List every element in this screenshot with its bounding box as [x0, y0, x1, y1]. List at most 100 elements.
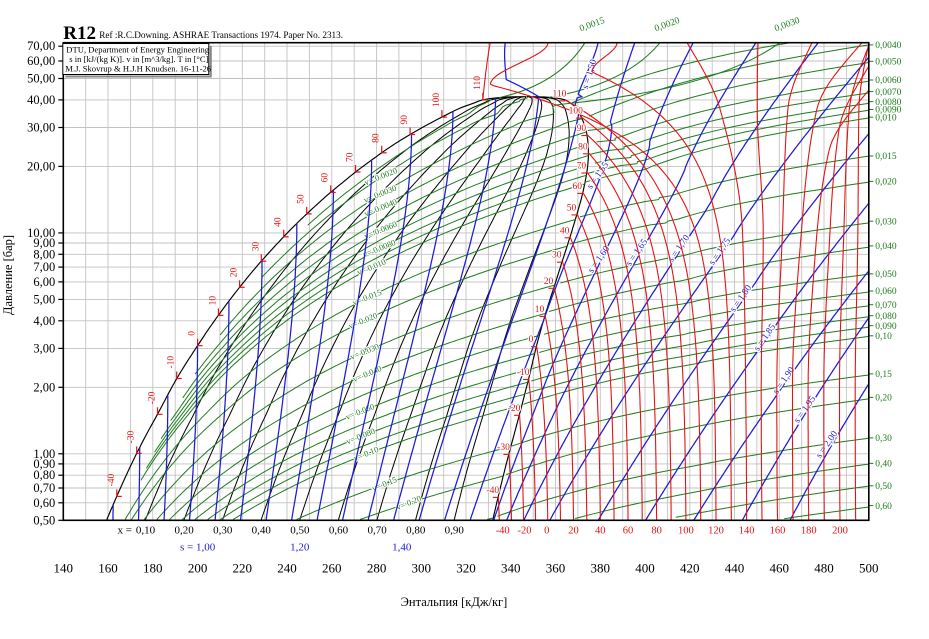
svg-text:0,0050: 0,0050: [875, 58, 901, 68]
svg-text:0,50: 0,50: [33, 513, 55, 527]
svg-text:0,60: 0,60: [33, 496, 55, 510]
svg-text:-30: -30: [497, 443, 510, 453]
svg-text:-30: -30: [127, 430, 137, 443]
svg-text:10: 10: [535, 305, 545, 315]
svg-text:20: 20: [230, 268, 240, 278]
svg-text:460: 460: [770, 561, 790, 576]
svg-text:100: 100: [569, 107, 584, 117]
svg-text:0,40: 0,40: [875, 460, 892, 470]
svg-text:-20: -20: [148, 391, 158, 404]
svg-text:0,70: 0,70: [367, 525, 387, 537]
svg-text:-40: -40: [496, 526, 510, 537]
svg-text:140: 140: [54, 561, 74, 576]
svg-text:0,090: 0,090: [875, 322, 897, 332]
svg-text:160: 160: [770, 526, 786, 537]
svg-text:300: 300: [412, 561, 432, 576]
svg-text:0,40: 0,40: [252, 525, 272, 537]
svg-text:0,0060: 0,0060: [875, 76, 901, 86]
svg-text:60,00: 60,00: [27, 54, 55, 68]
svg-text:0,20: 0,20: [174, 525, 194, 537]
svg-text:180: 180: [801, 526, 817, 537]
svg-text:0,80: 0,80: [406, 525, 426, 537]
svg-text:5,00: 5,00: [33, 292, 55, 306]
svg-text:8,00: 8,00: [33, 247, 55, 261]
svg-text:110: 110: [552, 89, 566, 99]
svg-text:40: 40: [560, 226, 570, 236]
svg-text:60: 60: [623, 526, 634, 537]
svg-text:-40: -40: [486, 486, 499, 496]
svg-text:200: 200: [832, 526, 848, 537]
svg-text:120: 120: [708, 526, 724, 537]
svg-text:9,00: 9,00: [33, 236, 55, 250]
svg-text:440: 440: [725, 561, 745, 576]
svg-text:400: 400: [635, 561, 655, 576]
svg-text:20: 20: [568, 526, 579, 537]
svg-text:R12: R12: [63, 23, 96, 44]
svg-text:80: 80: [372, 133, 382, 143]
svg-text:0,030: 0,030: [875, 217, 897, 227]
svg-text:0,90: 0,90: [445, 525, 465, 537]
svg-text:0,30: 0,30: [213, 525, 233, 537]
svg-text:0,60: 0,60: [329, 525, 349, 537]
svg-text:200: 200: [188, 561, 208, 576]
svg-text:Давление [бар]: Давление [бар]: [1, 235, 15, 315]
svg-text:0,90: 0,90: [33, 457, 55, 471]
svg-text:80: 80: [578, 142, 588, 152]
svg-text:0,70: 0,70: [33, 481, 55, 495]
svg-text:30,00: 30,00: [27, 121, 55, 135]
svg-text:s = 1,00: s = 1,00: [180, 542, 216, 554]
svg-text:0,040: 0,040: [875, 242, 897, 252]
svg-text:DTU, Department of Energy Engi: DTU, Department of Energy Engineering: [66, 45, 209, 55]
svg-text:0,50: 0,50: [290, 525, 310, 537]
svg-text:-40: -40: [107, 473, 117, 486]
svg-text:0,15: 0,15: [875, 370, 892, 380]
svg-text:240: 240: [277, 561, 297, 576]
svg-text:30: 30: [251, 241, 261, 251]
svg-text:420: 420: [680, 561, 700, 576]
svg-text:0,020: 0,020: [875, 178, 897, 188]
svg-text:0,80: 0,80: [33, 468, 55, 482]
svg-text:90: 90: [400, 115, 410, 125]
svg-text:360: 360: [546, 561, 566, 576]
svg-text:110: 110: [473, 76, 483, 90]
svg-text:140: 140: [739, 526, 755, 537]
svg-text:2,00: 2,00: [33, 380, 55, 394]
svg-text:60: 60: [573, 182, 583, 192]
svg-text:70,00: 70,00: [27, 39, 55, 53]
svg-text:0,60: 0,60: [875, 502, 892, 512]
svg-text:10: 10: [208, 296, 218, 306]
svg-text:0,0040: 0,0040: [875, 41, 901, 51]
svg-text:40,00: 40,00: [27, 93, 55, 107]
svg-text:180: 180: [143, 561, 163, 576]
svg-text:1,40: 1,40: [392, 542, 412, 554]
svg-text:80: 80: [651, 526, 662, 537]
svg-text:M.J. Skovrup & H.J.H Knudsen.: M.J. Skovrup & H.J.H Knudsen. 16-11-26: [65, 64, 211, 74]
svg-text:0,070: 0,070: [875, 301, 897, 311]
svg-text:0,0080: 0,0080: [875, 98, 901, 108]
svg-text:20: 20: [544, 277, 554, 287]
svg-text:0,20: 0,20: [875, 394, 892, 404]
svg-text:0,10: 0,10: [875, 332, 892, 342]
svg-text:70: 70: [577, 162, 587, 172]
svg-text:4,00: 4,00: [33, 314, 55, 328]
svg-text:30: 30: [552, 251, 562, 261]
svg-text:s in [kJ/(kg K)]. v in [m^3/kg: s in [kJ/(kg K)]. v in [m^3/kg]. T in [°…: [69, 54, 208, 64]
svg-text:7,00: 7,00: [33, 260, 55, 274]
svg-text:480: 480: [814, 561, 834, 576]
svg-text:0,10: 0,10: [136, 525, 156, 537]
svg-text:500: 500: [859, 561, 879, 576]
svg-text:0: 0: [188, 331, 198, 336]
svg-text:40: 40: [274, 217, 284, 227]
svg-text:160: 160: [98, 561, 118, 576]
svg-text:40: 40: [595, 526, 606, 537]
svg-text:280: 280: [367, 561, 387, 576]
svg-text:6,00: 6,00: [33, 275, 55, 289]
svg-text:340: 340: [501, 561, 521, 576]
svg-text:0,0070: 0,0070: [875, 88, 901, 98]
svg-text:x =: x =: [118, 525, 132, 537]
svg-text:10,00: 10,00: [27, 226, 55, 240]
svg-text:-10: -10: [167, 356, 177, 369]
svg-text:0,50: 0,50: [875, 482, 892, 492]
svg-text:100: 100: [678, 526, 694, 537]
svg-text:-10: -10: [517, 368, 530, 378]
